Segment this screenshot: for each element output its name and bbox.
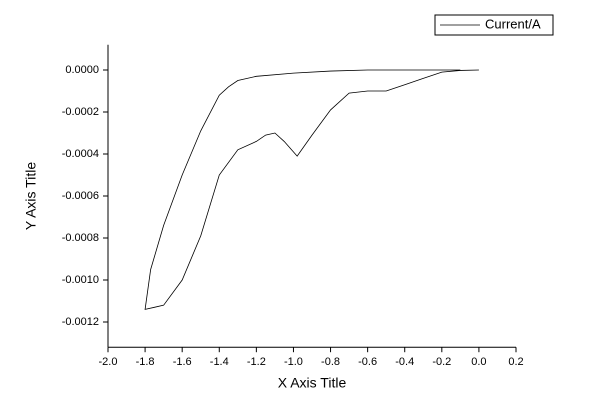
x-tick-label: -1.4 <box>210 356 229 368</box>
legend-box <box>434 14 554 36</box>
y-axis-title: Y Axis Title <box>23 162 39 230</box>
x-tick-label: -0.2 <box>432 356 451 368</box>
x-tick-label: -1.2 <box>247 356 266 368</box>
x-tick-label: 0.0 <box>471 356 486 368</box>
data-line <box>144 69 479 310</box>
x-tick-label: -1.8 <box>136 356 155 368</box>
y-tick-label: -0.0012 <box>62 316 99 328</box>
y-tick-label: -0.0008 <box>62 232 99 244</box>
y-tick-label: -0.0004 <box>62 148 99 160</box>
x-tick-label: -0.6 <box>358 356 377 368</box>
x-tick-label: 0.2 <box>508 356 523 368</box>
y-tick-label: 0.0000 <box>65 64 99 76</box>
legend-label: Current/A <box>485 16 541 31</box>
x-tick-label: -1.6 <box>173 356 192 368</box>
y-tick-label: -0.0010 <box>62 274 99 286</box>
x-tick-label: -2.0 <box>99 356 118 368</box>
x-tick-label: -0.8 <box>321 356 340 368</box>
y-tick-label: -0.0002 <box>62 106 99 118</box>
y-tick-label: -0.0006 <box>62 190 99 202</box>
x-tick-label: -1.0 <box>284 356 303 368</box>
x-tick-label: -0.4 <box>395 356 414 368</box>
x-axis-title: X Axis Title <box>278 375 347 391</box>
